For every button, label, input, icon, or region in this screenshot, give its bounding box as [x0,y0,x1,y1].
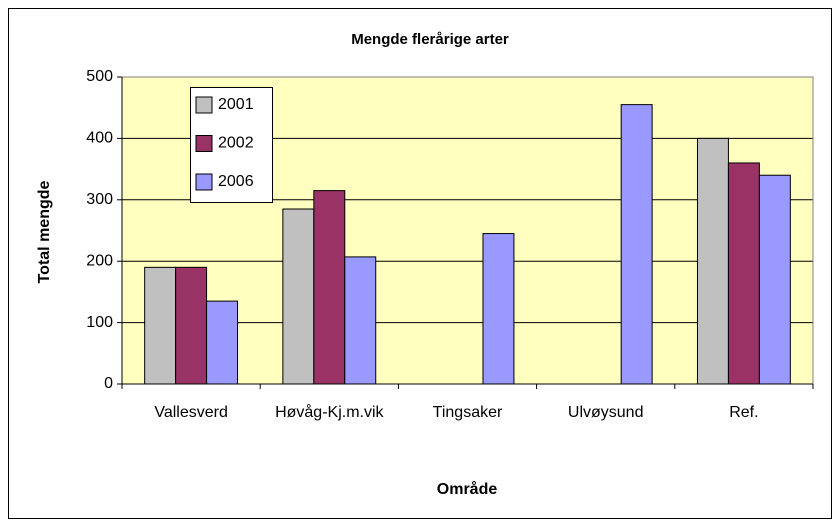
bar [282,208,315,385]
legend-label: 2001 [218,96,254,113]
y-tick-label: 400 [86,130,113,147]
y-tick-label: 300 [86,191,113,208]
legend-swatch [195,96,213,114]
y-tick-label: 500 [86,68,113,85]
y-tick-label: 0 [104,375,113,392]
bar [313,190,346,385]
y-tick-label: 100 [86,314,113,331]
x-axis-label: Område [437,480,498,498]
bar [482,233,515,385]
bar [144,266,177,385]
x-tick-label: Ref. [729,404,759,421]
bar [758,174,791,385]
bar [344,256,377,385]
x-tick-label: Høvåg-Kj.m.vik [275,404,384,421]
legend-swatch [195,173,213,191]
bar [620,104,653,385]
bar [696,137,729,385]
x-tick-label: Vallesverd [154,404,228,421]
bar [175,266,208,385]
y-tick-label: 200 [86,252,113,269]
x-tick-label: Ulvøysund [567,404,644,421]
legend-swatch [195,135,213,152]
y-axis-label: Total mengde [36,180,53,283]
x-tick-label: Tingsaker [432,404,503,421]
legend-label: 2002 [218,135,254,152]
bar [206,300,239,385]
legend-label: 2006 [218,173,254,190]
bar [727,162,760,385]
chart-title: Mengde flerårige arter [351,31,509,48]
